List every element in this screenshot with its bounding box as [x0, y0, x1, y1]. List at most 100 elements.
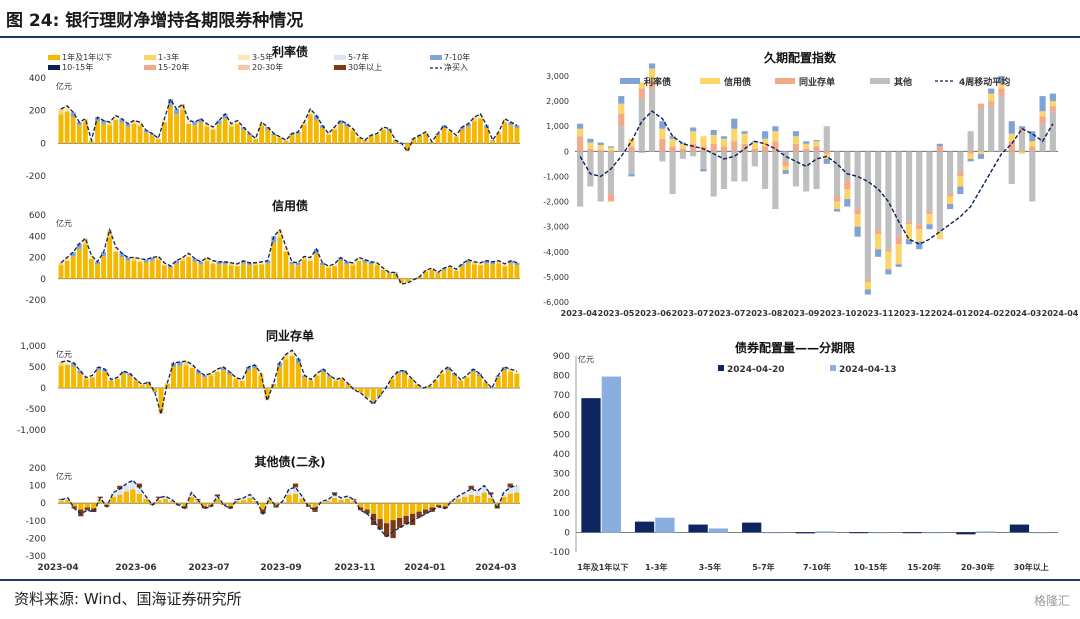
bar-segment	[864, 151, 871, 280]
bar-segment	[597, 150, 604, 152]
bar-segment	[301, 125, 307, 144]
bar-segment	[577, 136, 584, 152]
legend-swatch	[48, 55, 60, 60]
bar-segment	[143, 130, 149, 133]
bar-segment	[312, 507, 318, 511]
bar-segment	[70, 116, 76, 144]
bar-segment	[468, 485, 474, 490]
bar-segment	[273, 503, 279, 506]
bar-segment	[690, 127, 697, 132]
bar-segment	[936, 146, 943, 152]
bar-segment	[221, 503, 227, 505]
bar-segment	[823, 126, 830, 152]
bar-segment	[844, 181, 851, 189]
x-tick-label: 2023-05	[598, 309, 635, 318]
bar-segment	[494, 503, 500, 507]
y-tick-label: 500	[553, 430, 570, 440]
bar-segment	[390, 520, 396, 532]
bar-segment	[471, 261, 477, 265]
bar-segment	[833, 151, 841, 197]
bar-segment	[1018, 128, 1026, 132]
bar-segment	[208, 503, 214, 506]
bar-segment	[607, 151, 615, 195]
bar-segment	[253, 139, 259, 144]
bar-segment	[405, 282, 410, 283]
bar-segment	[265, 263, 271, 279]
bar-segment	[101, 120, 107, 124]
bar-2024-04-13	[976, 531, 996, 533]
bar-segment	[628, 173, 635, 177]
bar-segment	[833, 209, 841, 212]
y-tick-label: 100	[29, 482, 46, 492]
bar-segment	[464, 377, 470, 388]
bar-segment	[125, 260, 131, 279]
bar-segment	[926, 211, 933, 215]
bar-segment	[885, 251, 892, 270]
bar-segment	[414, 384, 420, 388]
bar-segment	[465, 259, 471, 263]
bar-segment	[302, 377, 308, 388]
bar-segment	[351, 501, 357, 504]
bar-segment	[83, 377, 89, 380]
bar-segment	[429, 268, 435, 270]
bar-segment	[356, 136, 362, 138]
category-label: 7-10年	[803, 562, 831, 572]
bar-segment	[967, 158, 974, 162]
bar-segment	[998, 88, 1005, 97]
bar-segment	[607, 194, 615, 202]
bar-segment	[399, 283, 404, 285]
y-tick-label: 200	[29, 254, 46, 264]
bar-segment	[710, 129, 717, 136]
bar-2024-04-13	[869, 532, 889, 534]
ma4-line	[579, 110, 1054, 245]
bar-2024-04-20	[1009, 524, 1030, 533]
bar-segment	[471, 121, 477, 144]
bar-segment	[188, 492, 195, 497]
bar-segment	[78, 513, 84, 517]
bar-segment	[803, 143, 810, 149]
bar-segment	[78, 503, 84, 510]
bar-segment	[720, 151, 728, 189]
bar-segment	[245, 367, 251, 371]
bar-segment	[731, 118, 738, 129]
category-label: 1年及1年以下	[577, 562, 628, 572]
bar-segment	[338, 257, 344, 261]
bar-segment	[121, 373, 127, 388]
bar-segment	[88, 255, 94, 259]
bar-segment	[453, 136, 459, 144]
bar-segment	[180, 110, 186, 144]
bar-segment	[741, 143, 748, 152]
bar-segment	[967, 151, 974, 154]
bar-segment	[136, 483, 142, 488]
legend-label: 5-7年	[348, 52, 369, 62]
legend-label: 20-30年	[252, 62, 283, 72]
bar-segment	[260, 509, 266, 514]
legend-label: 7-10年	[444, 52, 470, 62]
bar-segment	[208, 375, 214, 388]
bar-segment	[1039, 96, 1046, 112]
bar-segment	[240, 497, 247, 501]
bar-segment	[239, 380, 245, 388]
bar-segment	[338, 123, 344, 144]
bar-segment	[214, 369, 220, 372]
bar-segment	[507, 487, 513, 494]
bar-segment	[332, 266, 338, 279]
bar-segment	[484, 128, 490, 144]
bar-segment	[947, 194, 954, 197]
bar-segment	[782, 166, 789, 171]
bar-segment	[803, 148, 810, 152]
bar-segment	[292, 493, 299, 504]
bar-segment	[95, 264, 100, 279]
bar-segment	[441, 128, 447, 144]
bar-segment	[370, 513, 377, 521]
bar-segment	[679, 143, 686, 149]
bar-segment	[307, 109, 313, 115]
bar-segment	[119, 253, 125, 258]
bar-segment	[772, 141, 779, 152]
bar-segment	[289, 355, 295, 388]
bar-segment	[700, 136, 707, 147]
bar-segment	[240, 127, 246, 130]
bar-segment	[481, 485, 487, 493]
bar-segment	[453, 270, 459, 279]
bar-segment	[78, 509, 84, 514]
